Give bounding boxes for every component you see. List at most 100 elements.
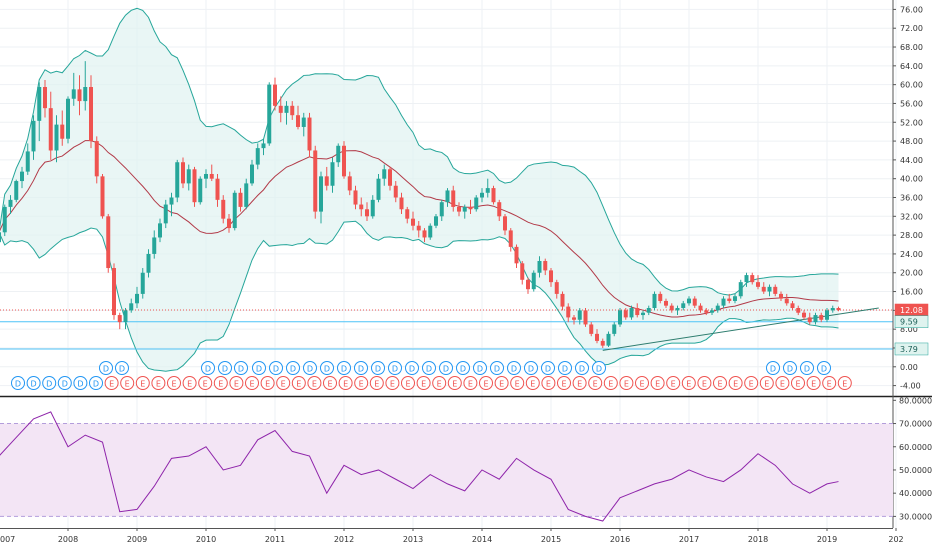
- bollinger-upper-line: [0, 7, 839, 296]
- event-marker-label: D: [205, 365, 211, 374]
- event-marker-label: E: [265, 380, 270, 389]
- candle-body: [485, 188, 490, 193]
- candle-body: [445, 190, 450, 203]
- event-marker-label: D: [273, 365, 279, 374]
- event-marker-label: D: [46, 380, 52, 389]
- event-marker: [524, 361, 538, 375]
- candle-body: [606, 333, 611, 346]
- event-marker: [371, 361, 385, 375]
- event-marker-label: E: [764, 380, 769, 389]
- event-marker: [320, 361, 334, 375]
- candle-body: [296, 115, 300, 127]
- candle-body: [376, 178, 381, 200]
- event-marker-label: D: [31, 380, 37, 389]
- event-marker: [456, 361, 470, 375]
- candle-body: [715, 305, 720, 311]
- event-marker-label: D: [15, 380, 21, 389]
- candle-body: [66, 98, 70, 139]
- candle-body: [641, 312, 645, 316]
- candle-body: [692, 298, 697, 306]
- time-tick-label: 2014: [472, 535, 492, 544]
- event-marker-label: D: [460, 365, 466, 374]
- event-marker: [728, 376, 743, 390]
- event-marker: [182, 376, 197, 390]
- candle-body: [278, 105, 283, 113]
- event-marker: [490, 361, 504, 375]
- event-marker-label: E: [842, 380, 847, 389]
- event-marker-label: E: [827, 380, 832, 389]
- event-marker: [245, 376, 259, 390]
- candle-body: [89, 86, 93, 142]
- event-marker-label: E: [795, 380, 800, 389]
- candle-body: [520, 263, 525, 280]
- event-marker-label: E: [296, 380, 301, 389]
- price-tick-label: 40.00: [900, 175, 923, 184]
- event-marker-label: E: [125, 380, 130, 389]
- candle-body: [290, 105, 295, 116]
- event-marker: [510, 376, 525, 390]
- candle-body: [330, 162, 335, 186]
- event-marker-label: D: [787, 365, 793, 374]
- candle-body: [428, 225, 433, 238]
- candle-body: [457, 206, 461, 212]
- event-marker-label: E: [421, 380, 426, 389]
- event-marker-label: D: [562, 365, 568, 374]
- candle-body: [416, 225, 421, 231]
- candle-body: [77, 89, 82, 102]
- candle-body: [727, 298, 732, 301]
- event-marker: [603, 376, 618, 390]
- event-marker-label: D: [307, 365, 313, 374]
- event-marker-label: E: [639, 380, 644, 389]
- event-marker: [198, 376, 213, 390]
- candle-body: [761, 286, 766, 292]
- event-marker: [525, 376, 540, 390]
- candle-body: [204, 173, 208, 179]
- candle-body: [830, 308, 835, 311]
- event-marker: [89, 376, 103, 390]
- bollinger-lower-line: [0, 220, 839, 372]
- candle-body: [704, 310, 709, 313]
- event-marker: [201, 361, 215, 375]
- candle-body: [681, 303, 686, 309]
- candle-body: [100, 176, 105, 217]
- event-marker: [744, 376, 759, 390]
- candle-body: [508, 230, 513, 247]
- candle-body: [2, 206, 7, 233]
- candle-body: [353, 190, 358, 205]
- candle-body: [20, 171, 24, 182]
- candle-body: [526, 279, 530, 290]
- price-label-text: 9.59: [900, 318, 918, 327]
- candle-body: [186, 169, 191, 184]
- event-marker-label: D: [494, 365, 500, 374]
- candle-body: [566, 306, 571, 318]
- event-marker-label: E: [281, 380, 286, 389]
- event-marker-label: E: [717, 380, 722, 389]
- price-tick-label: 20.00: [900, 269, 923, 278]
- event-marker-label: E: [452, 380, 457, 389]
- event-marker: [572, 376, 587, 390]
- event-marker: [388, 361, 402, 375]
- candle-body: [733, 296, 737, 301]
- candle-body: [646, 308, 651, 313]
- candle-body: [560, 293, 565, 307]
- event-marker: [557, 376, 571, 390]
- event-marker: [73, 376, 88, 390]
- event-marker: [151, 376, 166, 390]
- candle-body: [738, 282, 743, 297]
- event-marker: [26, 376, 41, 390]
- event-marker: [666, 376, 681, 390]
- candle-body: [152, 237, 157, 254]
- event-marker-label: E: [359, 380, 364, 389]
- event-marker-label: D: [93, 380, 99, 389]
- candle-body: [382, 169, 387, 179]
- event-marker-label: E: [530, 380, 535, 389]
- candle-body: [244, 183, 249, 207]
- candle-body: [267, 84, 272, 144]
- event-marker-label: E: [374, 380, 379, 389]
- candle-body: [819, 315, 824, 320]
- event-marker: [588, 376, 603, 390]
- event-marker-label: D: [290, 365, 296, 374]
- candle-body: [342, 145, 346, 177]
- event-marker-label: D: [804, 365, 810, 374]
